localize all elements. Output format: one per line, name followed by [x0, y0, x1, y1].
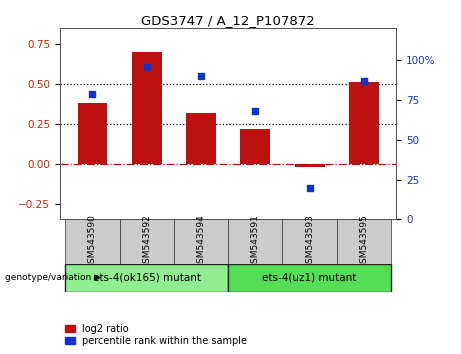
Bar — [174, 219, 228, 264]
Text: GSM543591: GSM543591 — [251, 214, 260, 269]
Bar — [77, 103, 107, 164]
Point — [252, 108, 259, 114]
Bar — [337, 219, 391, 264]
Bar — [132, 52, 162, 164]
Text: GSM543594: GSM543594 — [196, 214, 206, 269]
Point — [197, 73, 205, 79]
Point — [360, 78, 367, 84]
Bar — [240, 129, 270, 164]
Text: GSM543593: GSM543593 — [305, 214, 314, 269]
Title: GDS3747 / A_12_P107872: GDS3747 / A_12_P107872 — [142, 14, 315, 27]
Text: ets-4(uz1) mutant: ets-4(uz1) mutant — [262, 273, 357, 283]
Point — [143, 64, 150, 69]
Point — [89, 91, 96, 96]
Text: GSM543595: GSM543595 — [360, 214, 368, 269]
Bar — [349, 82, 379, 164]
Bar — [283, 219, 337, 264]
Text: genotype/variation ▶: genotype/variation ▶ — [5, 273, 100, 282]
Bar — [295, 164, 325, 167]
Point — [306, 185, 313, 190]
Bar — [120, 219, 174, 264]
Bar — [228, 264, 391, 292]
Bar — [228, 219, 283, 264]
Bar — [65, 219, 120, 264]
Bar — [186, 113, 216, 164]
Bar — [65, 264, 228, 292]
Text: ets-4(ok165) mutant: ets-4(ok165) mutant — [93, 273, 201, 283]
Legend: log2 ratio, percentile rank within the sample: log2 ratio, percentile rank within the s… — [65, 324, 247, 346]
Text: GSM543592: GSM543592 — [142, 214, 151, 269]
Text: GSM543590: GSM543590 — [88, 214, 97, 269]
